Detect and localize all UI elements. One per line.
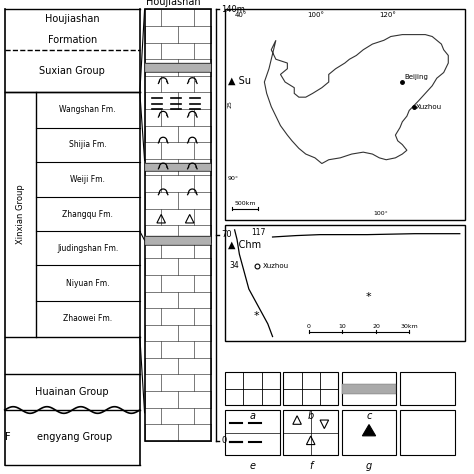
Text: Jiudingshan Fm.: Jiudingshan Fm. [57, 244, 118, 253]
Text: 34: 34 [230, 261, 240, 270]
Bar [400, 372, 455, 405]
Text: Houjiashan: Houjiashan [45, 14, 100, 24]
Text: ▲ Su: ▲ Su [228, 76, 251, 86]
Text: g: g [366, 461, 372, 471]
Bar [283, 372, 338, 405]
Text: Shijia Fm.: Shijia Fm. [69, 140, 107, 149]
Text: c: c [366, 411, 372, 421]
Text: f: f [309, 461, 312, 471]
Text: Xinxian Group: Xinxian Group [16, 184, 25, 245]
Bar [145, 9, 211, 441]
Text: F: F [5, 432, 11, 442]
Bar [145, 64, 211, 72]
Text: Niyuan Fm.: Niyuan Fm. [66, 279, 109, 288]
Text: 140m: 140m [221, 5, 245, 14]
Bar [225, 372, 280, 405]
Text: 100°: 100° [308, 12, 325, 18]
Bar [342, 372, 396, 405]
Text: 10: 10 [338, 324, 346, 329]
Text: Formation: Formation [48, 35, 97, 45]
Text: 40°: 40° [235, 12, 247, 18]
Bar [225, 225, 465, 341]
Text: 500km: 500km [235, 201, 256, 206]
Text: Suxian Group: Suxian Group [39, 66, 105, 76]
Text: Xuzhou: Xuzhou [263, 263, 289, 269]
Polygon shape [362, 425, 375, 436]
Text: *: * [366, 292, 372, 302]
Bar [145, 236, 211, 245]
Text: e: e [249, 461, 255, 471]
Text: Beijing: Beijing [405, 74, 428, 80]
Text: a: a [249, 411, 255, 421]
Text: 90°: 90° [228, 176, 238, 181]
Text: ▲ Chm: ▲ Chm [228, 239, 261, 249]
Text: 30km: 30km [401, 324, 419, 329]
Text: Zhangqu Fm.: Zhangqu Fm. [62, 210, 113, 219]
Text: Wangshan Fm.: Wangshan Fm. [59, 106, 116, 114]
Text: engyang Group: engyang Group [37, 432, 112, 442]
Text: 0: 0 [307, 324, 311, 329]
Text: b: b [308, 411, 314, 421]
Text: Houjiashan: Houjiashan [146, 0, 201, 7]
Text: 25: 25 [228, 100, 233, 109]
Bar [225, 410, 280, 455]
Text: Zhaowei Fm.: Zhaowei Fm. [63, 314, 112, 323]
Bar [225, 9, 465, 220]
Text: 20: 20 [372, 324, 380, 329]
Text: 117: 117 [252, 228, 266, 237]
Text: 70: 70 [221, 230, 232, 239]
Text: *: * [254, 311, 259, 321]
Text: 120°: 120° [380, 12, 396, 18]
Bar [145, 163, 211, 171]
Bar [400, 410, 455, 455]
Text: 100°: 100° [374, 210, 388, 216]
Text: Weiji Fm.: Weiji Fm. [70, 175, 105, 184]
Text: Xuzhou: Xuzhou [416, 104, 442, 109]
Bar [342, 384, 396, 393]
Text: 0: 0 [221, 437, 227, 445]
Bar [342, 410, 396, 455]
Bar [283, 410, 338, 455]
Text: Huainan Group: Huainan Group [36, 387, 109, 397]
